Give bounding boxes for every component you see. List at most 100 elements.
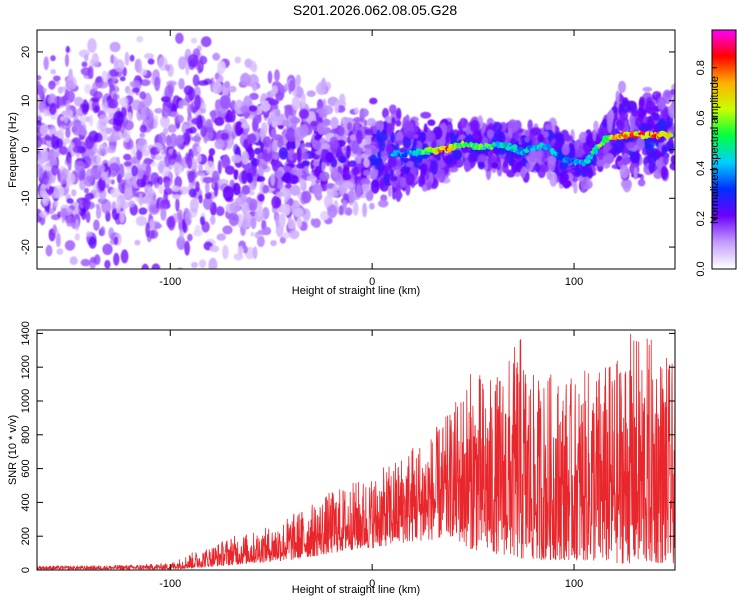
heatmap-cell — [131, 99, 143, 111]
heatmap-cell — [248, 190, 255, 196]
heatmap-cell — [143, 157, 152, 164]
heatmap-cell — [56, 248, 64, 255]
colorbar-segment — [712, 215, 736, 218]
heatmap-cell — [592, 129, 597, 142]
heatmap-cell — [669, 89, 675, 95]
heatmap-cell — [49, 102, 57, 115]
heatmap-cell — [97, 164, 106, 172]
colorbar-segment — [712, 145, 736, 149]
heatmap-cell — [288, 198, 294, 207]
heatmap-cell — [270, 128, 277, 139]
heatmap-cell — [216, 233, 227, 241]
heatmap-cell — [204, 192, 212, 200]
heatmap-cell — [66, 198, 74, 204]
heatmap-cell — [298, 108, 309, 120]
heatmap-cell — [122, 128, 131, 143]
colorbar-segment — [712, 245, 736, 248]
heatmap-cell — [159, 200, 169, 209]
ridge-cell — [593, 148, 599, 155]
heatmap-cell — [471, 132, 480, 140]
colorbar-segment — [712, 93, 736, 97]
colorbar-segment — [712, 197, 736, 200]
heatmap-cell — [98, 114, 109, 126]
colorbar-segment — [712, 161, 736, 165]
heatmap-cell — [270, 173, 276, 187]
heatmap-cell — [41, 192, 48, 204]
heatmap-cell — [437, 168, 446, 183]
heatmap-cell — [330, 140, 340, 149]
colorbar-segment — [712, 157, 736, 161]
heatmap-cell — [195, 181, 200, 193]
heatmap-cell — [117, 131, 124, 140]
heatmap-cell — [84, 84, 92, 94]
colorbar-segment — [712, 121, 736, 125]
heatmap-cell — [378, 139, 386, 152]
colorbar-segment — [712, 119, 736, 123]
heatmap-cell — [369, 202, 375, 210]
heatmap-cell — [352, 117, 363, 123]
colorbar-segment — [712, 127, 736, 131]
colorbar-segment — [712, 163, 736, 167]
heatmap-cell — [427, 180, 432, 191]
heatmap-cell — [234, 56, 241, 64]
x-tick-label: 0 — [369, 578, 375, 590]
heatmap-cell — [164, 64, 171, 72]
heatmap-cell — [231, 154, 242, 164]
heatmap-cell — [332, 185, 339, 193]
heatmap-cell — [625, 141, 636, 149]
colorbar-segment — [712, 89, 736, 93]
heatmap-cell — [468, 152, 475, 163]
heatmap-cell — [252, 83, 258, 92]
colorbar-segment — [712, 111, 736, 115]
colorbar-segment — [712, 139, 736, 143]
heatmap-cell — [637, 106, 645, 118]
heatmap-cell — [527, 119, 533, 132]
heatmap-cell — [113, 56, 118, 68]
heatmap-cell — [147, 58, 155, 65]
heatmap-cell — [113, 236, 119, 245]
heatmap-cell — [394, 170, 401, 176]
heatmap-cell — [65, 45, 70, 53]
heatmap-cell — [364, 128, 374, 136]
heatmap-cell — [64, 240, 76, 251]
heatmap-cell — [274, 69, 280, 82]
heatmap-cell — [316, 122, 327, 135]
heatmap-cell — [339, 155, 347, 164]
heatmap-cell — [389, 168, 395, 178]
heatmap-cell — [323, 194, 334, 209]
heatmap-cell — [190, 37, 198, 44]
heatmap-cell — [215, 100, 220, 115]
heatmap-cell — [151, 161, 157, 167]
heatmap-cell — [108, 80, 113, 88]
heatmap-cell — [561, 144, 570, 156]
colorbar-segment — [712, 153, 736, 157]
heatmap-cell — [66, 172, 76, 186]
colorbar-segment — [712, 137, 736, 141]
heatmap-cell — [320, 210, 330, 221]
heatmap-cell — [43, 56, 49, 71]
heatmap-cell — [298, 142, 306, 150]
heatmap-cell — [153, 154, 164, 161]
heatmap-cell — [222, 245, 229, 260]
heatmap-cell — [257, 193, 265, 202]
heatmap-cell — [256, 235, 265, 248]
heatmap-cell — [233, 169, 239, 181]
heatmap-cell — [348, 160, 357, 168]
heatmap-cell — [214, 138, 225, 150]
heatmap-cell — [43, 108, 48, 117]
heatmap-cell — [250, 231, 255, 237]
heatmap-cell — [51, 134, 56, 148]
colorbar-segment — [712, 67, 736, 71]
snr-series-line — [37, 333, 675, 570]
heatmap-cell — [171, 185, 181, 193]
colorbar-segment — [712, 195, 736, 198]
heatmap-cell — [430, 160, 438, 176]
colorbar-segment — [712, 97, 736, 101]
colorbar-segment — [712, 85, 736, 89]
heatmap-cell — [37, 84, 44, 98]
heatmap-cell — [140, 106, 150, 120]
colorbar-segment — [712, 209, 736, 212]
y-tick-label: 1200 — [20, 355, 32, 379]
heatmap-cell — [115, 199, 121, 214]
heatmap-cell — [204, 118, 213, 134]
